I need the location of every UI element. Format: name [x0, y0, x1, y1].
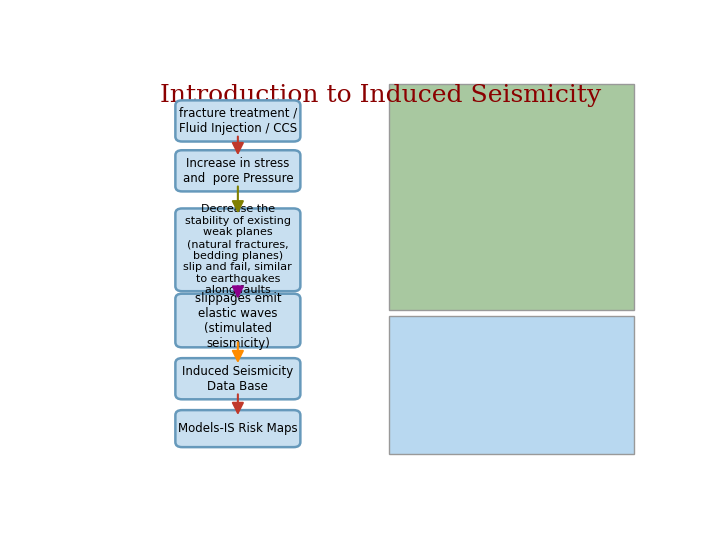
FancyBboxPatch shape — [176, 208, 300, 291]
FancyBboxPatch shape — [176, 358, 300, 399]
Text: Decrease the
stability of existing
weak planes
(natural fractures,
bedding plane: Decrease the stability of existing weak … — [184, 204, 292, 295]
Text: fracture treatment /
Fluid Injection / CCS: fracture treatment / Fluid Injection / C… — [179, 107, 297, 135]
FancyBboxPatch shape — [389, 316, 634, 454]
FancyBboxPatch shape — [389, 84, 634, 310]
Text: Induced Seismicity
Data Base: Induced Seismicity Data Base — [182, 364, 294, 393]
Text: Models-IS Risk Maps: Models-IS Risk Maps — [178, 422, 297, 435]
FancyBboxPatch shape — [176, 410, 300, 447]
Text: Increase in stress
and  pore Pressure: Increase in stress and pore Pressure — [183, 157, 293, 185]
FancyBboxPatch shape — [176, 150, 300, 191]
Text: slippages emit
elastic waves
(stimulated
seismicity): slippages emit elastic waves (stimulated… — [194, 292, 282, 349]
FancyBboxPatch shape — [176, 100, 300, 141]
Text: Introduction to Induced Seismicity: Introduction to Induced Seismicity — [160, 84, 600, 106]
FancyBboxPatch shape — [176, 294, 300, 347]
